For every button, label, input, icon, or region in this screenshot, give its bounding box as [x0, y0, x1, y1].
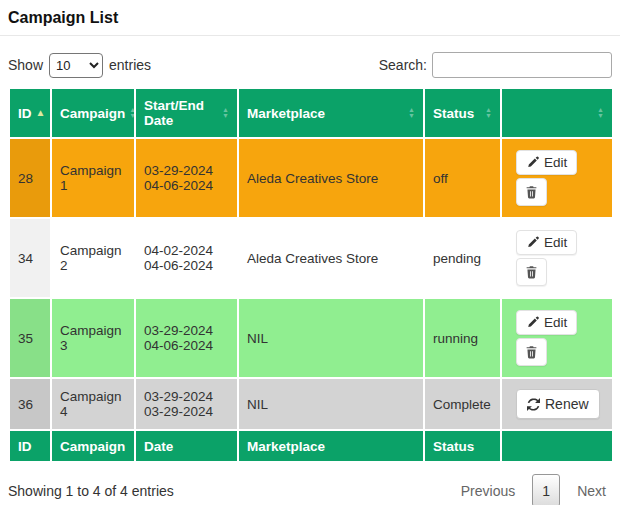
- end-date: 04-06-2024: [144, 338, 229, 353]
- cell-actions: Edit: [501, 218, 613, 298]
- delete-button[interactable]: [516, 178, 547, 206]
- entries-select[interactable]: 10: [49, 53, 103, 78]
- start-date: 03-29-2024: [144, 163, 229, 178]
- table-info: Showing 1 to 4 of 4 entries: [8, 483, 174, 499]
- search-input[interactable]: [432, 52, 612, 78]
- cell-id: 34: [9, 218, 51, 298]
- search-control: Search:: [379, 52, 612, 78]
- title-divider: [0, 35, 620, 36]
- edit-button[interactable]: Edit: [516, 230, 577, 255]
- pagination-page-1[interactable]: 1: [532, 474, 560, 505]
- cell-dates: 03-29-2024 03-29-2024: [135, 378, 238, 430]
- sort-icon: ▲▼: [597, 107, 604, 119]
- length-control: Show 10 entries: [8, 53, 151, 78]
- table-controls: Show 10 entries Search:: [8, 52, 612, 78]
- sort-icon: ▲▼: [129, 107, 136, 119]
- cell-actions: Edit: [501, 138, 613, 218]
- delete-button[interactable]: [516, 258, 547, 286]
- cell-marketplace: NIL: [238, 378, 424, 430]
- cell-id: 36: [9, 378, 51, 430]
- cell-campaign: Campaign 4: [51, 378, 135, 430]
- footer-header-marketplace: Marketplace: [238, 430, 424, 462]
- footer-header-actions: [501, 430, 613, 462]
- table-row: 28 Campaign 1 03-29-2024 04-06-2024 Aled…: [9, 138, 613, 218]
- cell-status: running: [424, 298, 501, 378]
- table-footer: Showing 1 to 4 of 4 entries Previous 1 N…: [8, 474, 612, 505]
- trash-icon: [525, 185, 538, 199]
- edit-button[interactable]: Edit: [516, 310, 577, 335]
- footer-header-row: ID Campaign Date Marketplace Status: [9, 430, 613, 462]
- cell-campaign: Campaign 1: [51, 138, 135, 218]
- footer-header-status: Status: [424, 430, 501, 462]
- entries-label: entries: [109, 57, 151, 73]
- cell-dates: 03-29-2024 04-06-2024: [135, 298, 238, 378]
- refresh-icon: [527, 398, 540, 411]
- table-row: 36 Campaign 4 03-29-2024 03-29-2024 NIL …: [9, 378, 613, 430]
- start-date: 03-29-2024: [144, 389, 229, 404]
- page-title: Campaign List: [8, 0, 612, 35]
- end-date: 03-29-2024: [144, 404, 229, 419]
- end-date: 04-06-2024: [144, 258, 229, 273]
- pencil-icon: [526, 156, 539, 169]
- pencil-icon: [526, 236, 539, 249]
- sort-icon: ▲▼: [408, 107, 415, 119]
- edit-button[interactable]: Edit: [516, 150, 577, 175]
- cell-campaign: Campaign 3: [51, 298, 135, 378]
- cell-id: 28: [9, 138, 51, 218]
- campaign-list-page: Campaign List Show 10 entries Search: ID…: [0, 0, 620, 505]
- column-header-date[interactable]: Start/End Date ▲▼: [135, 88, 238, 138]
- column-header-status[interactable]: Status ▲▼: [424, 88, 501, 138]
- cell-marketplace: Aleda Creatives Store: [238, 138, 424, 218]
- pencil-icon: [526, 316, 539, 329]
- cell-status: off: [424, 138, 501, 218]
- pagination: Previous 1 Next: [461, 474, 606, 505]
- campaign-table: ID ▲▼ Campaign ▲▼ Start/End Date ▲▼ Mark…: [8, 87, 614, 463]
- renew-button[interactable]: Renew: [516, 389, 600, 419]
- sort-asc-icon: ▲▼: [36, 108, 46, 118]
- cell-actions: Edit: [501, 298, 613, 378]
- search-label: Search:: [379, 57, 427, 73]
- column-header-id[interactable]: ID ▲▼: [9, 88, 51, 138]
- cell-actions: Renew: [501, 378, 613, 430]
- sort-icon: ▲▼: [485, 107, 492, 119]
- trash-icon: [525, 265, 538, 279]
- pagination-previous[interactable]: Previous: [461, 483, 515, 499]
- cell-id: 35: [9, 298, 51, 378]
- pagination-next[interactable]: Next: [577, 483, 606, 499]
- footer-header-id: ID: [9, 430, 51, 462]
- column-header-campaign[interactable]: Campaign ▲▼: [51, 88, 135, 138]
- table-row: 34 Campaign 2 04-02-2024 04-06-2024 Aled…: [9, 218, 613, 298]
- cell-marketplace: NIL: [238, 298, 424, 378]
- cell-status: Complete: [424, 378, 501, 430]
- cell-dates: 03-29-2024 04-06-2024: [135, 138, 238, 218]
- column-header-actions[interactable]: ▲▼: [501, 88, 613, 138]
- footer-header-campaign: Campaign: [51, 430, 135, 462]
- trash-icon: [525, 345, 538, 359]
- delete-button[interactable]: [516, 338, 547, 366]
- start-date: 04-02-2024: [144, 243, 229, 258]
- cell-dates: 04-02-2024 04-06-2024: [135, 218, 238, 298]
- column-header-marketplace[interactable]: Marketplace ▲▼: [238, 88, 424, 138]
- footer-header-date: Date: [135, 430, 238, 462]
- start-date: 03-29-2024: [144, 323, 229, 338]
- cell-marketplace: Aleda Creatives Store: [238, 218, 424, 298]
- header-row: ID ▲▼ Campaign ▲▼ Start/End Date ▲▼ Mark…: [9, 88, 613, 138]
- show-label: Show: [8, 57, 43, 73]
- cell-campaign: Campaign 2: [51, 218, 135, 298]
- cell-status: pending: [424, 218, 501, 298]
- sort-icon: ▲▼: [222, 107, 229, 119]
- end-date: 04-06-2024: [144, 178, 229, 193]
- table-row: 35 Campaign 3 03-29-2024 04-06-2024 NIL …: [9, 298, 613, 378]
